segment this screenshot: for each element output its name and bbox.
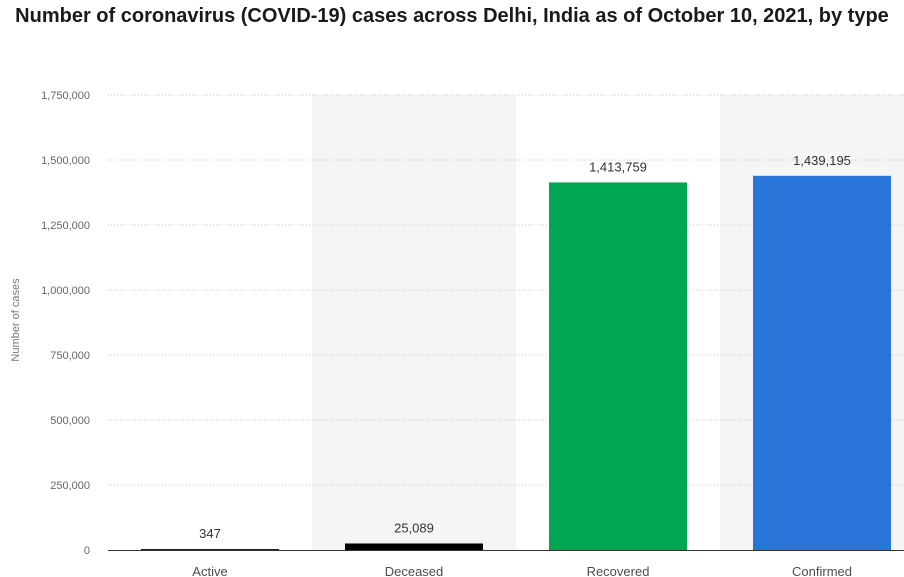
bars xyxy=(141,175,891,550)
category-label-deceased: Deceased xyxy=(385,564,444,577)
y-tick-label: 500,000 xyxy=(50,415,90,427)
y-tick-label: 1,750,000 xyxy=(41,90,90,102)
y-tick-label: 250,000 xyxy=(50,480,90,492)
bar-confirmed[interactable] xyxy=(753,175,891,550)
y-tick-label: 1,250,000 xyxy=(41,220,90,232)
y-axis-ticks: 0 250,000 500,000 750,000 1,000,000 1,250,000… xyxy=(41,90,90,557)
category-label-confirmed: Confirmed xyxy=(792,564,852,577)
y-tick-label: 750,000 xyxy=(50,350,90,362)
y-tick-label: 1,000,000 xyxy=(41,285,90,297)
category-label-active: Active xyxy=(192,564,227,577)
data-label-deceased: 25,089 xyxy=(394,520,434,535)
y-axis-title: Number of cases xyxy=(10,278,22,362)
data-labels: 347 25,089 1,413,759 1,439,195 xyxy=(199,153,851,541)
chart-title: Number of coronavirus (COVID-19) cases a… xyxy=(15,5,889,27)
y-tick-label: 0 xyxy=(84,545,90,557)
bar-active[interactable] xyxy=(141,549,279,550)
category-label-recovered: Recovered xyxy=(587,564,650,577)
column-band xyxy=(312,95,516,550)
data-label-confirmed: 1,439,195 xyxy=(793,153,851,168)
bar-recovered[interactable] xyxy=(549,182,687,550)
x-axis-categories: Active Deceased Recovered Confirmed xyxy=(192,564,852,577)
bar-deceased[interactable] xyxy=(345,543,483,550)
data-label-active: 347 xyxy=(199,526,221,541)
y-tick-label: 1,500,000 xyxy=(41,155,90,167)
data-label-recovered: 1,413,759 xyxy=(589,159,647,174)
